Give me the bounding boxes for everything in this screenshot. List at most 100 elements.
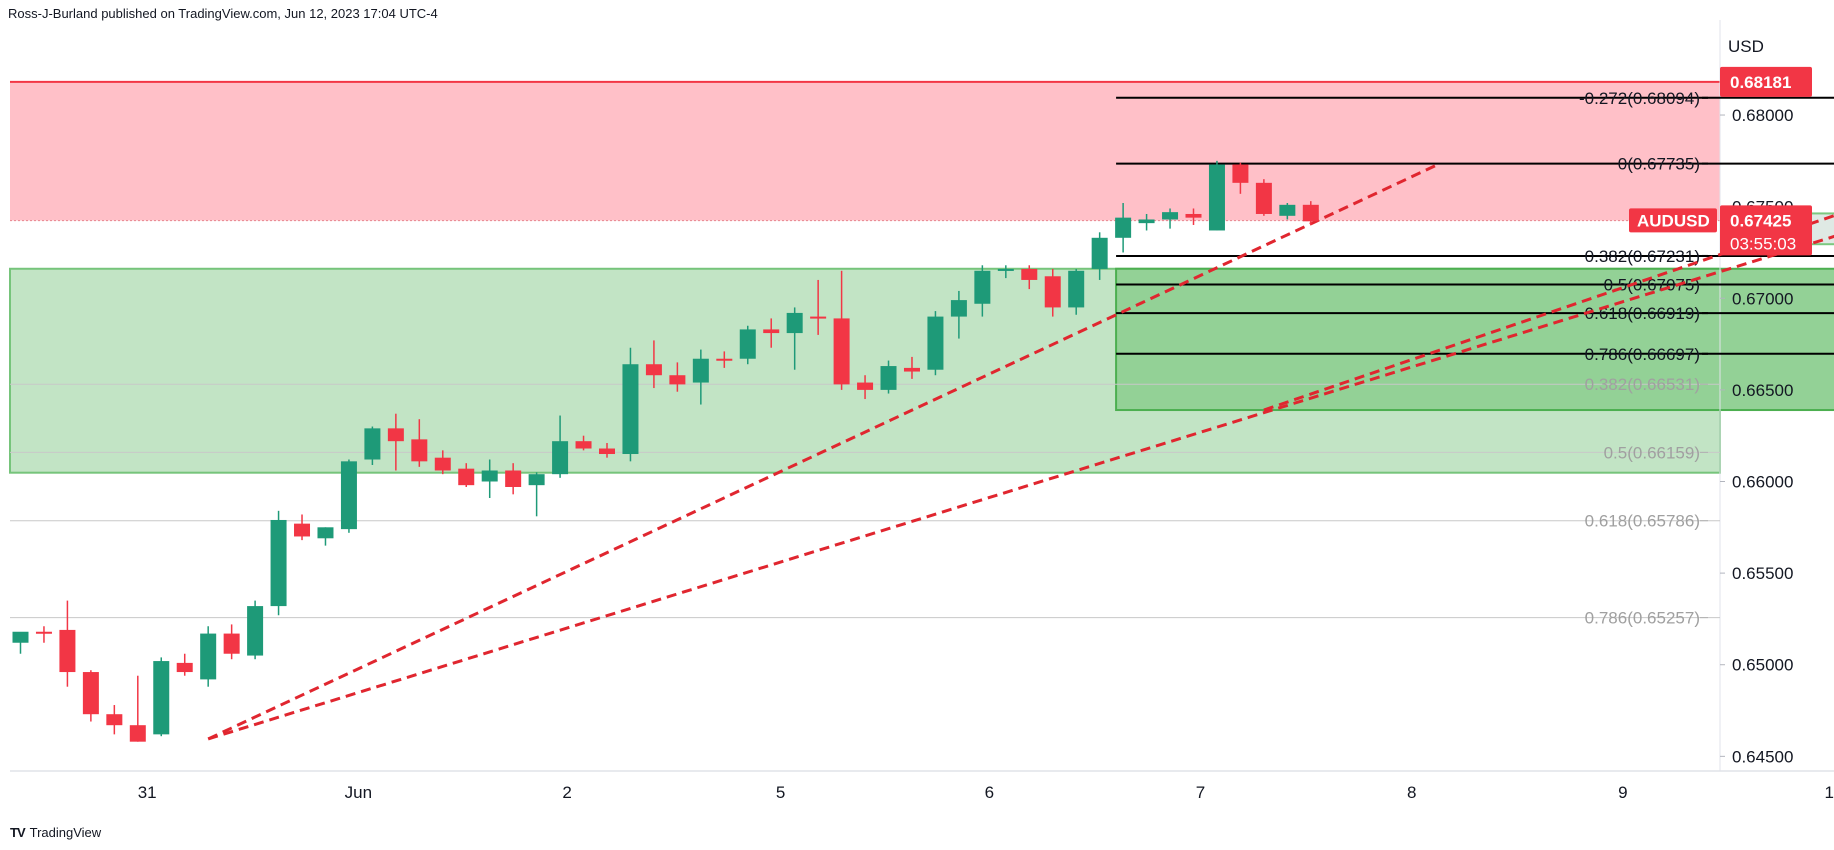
candle: [387, 413, 404, 471]
candle-body: [317, 527, 334, 539]
fib-label: 0.618(0.66919): [1585, 304, 1700, 323]
candle: [1044, 268, 1061, 317]
candle-body: [1138, 219, 1155, 224]
candle-body: [1232, 164, 1249, 183]
tradingview-footer[interactable]: TV TradingView: [10, 825, 101, 840]
candle: [153, 657, 170, 737]
candle: [528, 472, 545, 517]
candle: [1255, 179, 1272, 216]
fibonacci-levels[interactable]: -0.272(0.68094) 0(0.67735) 0.382(0.67231) 0…: [10, 89, 1834, 628]
x-tick-label: 31: [138, 783, 157, 802]
candle: [176, 653, 193, 676]
zones-layer: [9, 80, 1834, 474]
candle-body: [622, 364, 639, 455]
candle-body: [200, 633, 217, 680]
candle: [340, 459, 357, 533]
candle-body: [575, 441, 592, 449]
candle: [106, 705, 123, 735]
candle-body: [528, 474, 545, 486]
y-tick-label: 0.65500: [1732, 564, 1793, 583]
candle: [481, 459, 498, 498]
tradingview-logo-icon: TV: [10, 825, 26, 840]
candle: [833, 270, 850, 390]
candle-body: [1115, 217, 1132, 238]
trendline: [207, 162, 1441, 741]
support-inner-zone: [1115, 267, 1834, 412]
candle: [411, 419, 428, 467]
candle-body: [364, 428, 381, 460]
candle: [997, 265, 1014, 279]
x-tick-label: 6: [985, 783, 994, 802]
candle-body: [505, 470, 522, 487]
candle: [1162, 208, 1179, 229]
symbol-tag: [1629, 208, 1717, 233]
candles: [12, 160, 1319, 742]
y-tick-label: 0.67000: [1732, 289, 1793, 308]
candle-body: [1091, 237, 1108, 269]
candle: [129, 675, 146, 742]
resistance-price-tag: [1720, 66, 1812, 97]
candle: [669, 362, 686, 392]
candle: [1185, 208, 1202, 225]
candle-body: [1302, 204, 1319, 222]
candle: [552, 415, 569, 478]
fib-label: 0.786(0.65257): [1585, 609, 1700, 628]
candle-body: [810, 316, 827, 319]
candle-body: [903, 367, 920, 372]
candle-body: [763, 329, 780, 334]
x-tick-label: 12: [1824, 783, 1834, 802]
candle-body: [552, 441, 569, 475]
trendlines[interactable]: [207, 65, 1834, 741]
candle-body: [340, 461, 357, 530]
candle-body: [599, 448, 615, 455]
candle: [763, 318, 780, 348]
y-tick-label: 0.66500: [1732, 381, 1793, 400]
candle-body: [129, 725, 146, 742]
symbol-label: AUDUSD: [1637, 211, 1710, 230]
candle: [1232, 162, 1249, 194]
candle: [317, 527, 334, 546]
candle-body: [1185, 213, 1202, 218]
candle-body: [106, 714, 123, 726]
candle-body: [786, 312, 803, 334]
countdown-label: 03:55:03: [1730, 234, 1796, 253]
x-tick-label: 9: [1618, 783, 1627, 802]
fib-label: -0.272(0.68094): [1579, 89, 1700, 108]
candle-body: [59, 629, 76, 673]
axes[interactable]: USD0.680000.675000.670000.665000.660000.…: [138, 37, 1834, 802]
candle: [247, 600, 264, 660]
price-tags: 0.68181 AUDUSD 0.67425 03:55:03: [1629, 66, 1812, 256]
candle-body: [857, 382, 874, 390]
candle-body: [997, 268, 1014, 271]
candle-body: [481, 470, 498, 482]
candle-body: [927, 316, 944, 370]
candle: [810, 279, 827, 335]
x-tick-label: 7: [1196, 783, 1205, 802]
candle-body: [716, 358, 733, 361]
candle: [270, 510, 287, 616]
candle-body: [35, 631, 52, 634]
candle: [1208, 160, 1225, 231]
candle-body: [294, 523, 311, 537]
candle: [739, 325, 756, 365]
candle: [458, 463, 475, 487]
resistance-price-label: 0.68181: [1730, 73, 1791, 92]
tradingview-brand: TradingView: [29, 825, 102, 840]
candle: [645, 340, 662, 389]
x-tick-label: 5: [776, 783, 785, 802]
grid-layer: [10, 20, 1834, 772]
candle-body: [880, 366, 897, 390]
candle: [880, 360, 897, 394]
fib-label: 0.382(0.67231): [1585, 247, 1700, 266]
candle: [1021, 265, 1038, 290]
candle: [82, 670, 99, 722]
candle: [1302, 201, 1319, 225]
last-price-label: 0.67425: [1730, 211, 1791, 230]
trendline: [207, 234, 1834, 741]
candle: [927, 311, 944, 376]
x-tick-label: Jun: [345, 783, 372, 802]
candle-body: [387, 428, 404, 442]
currency-label: USD: [1728, 37, 1764, 56]
y-tick-label: 0.65000: [1732, 656, 1793, 675]
